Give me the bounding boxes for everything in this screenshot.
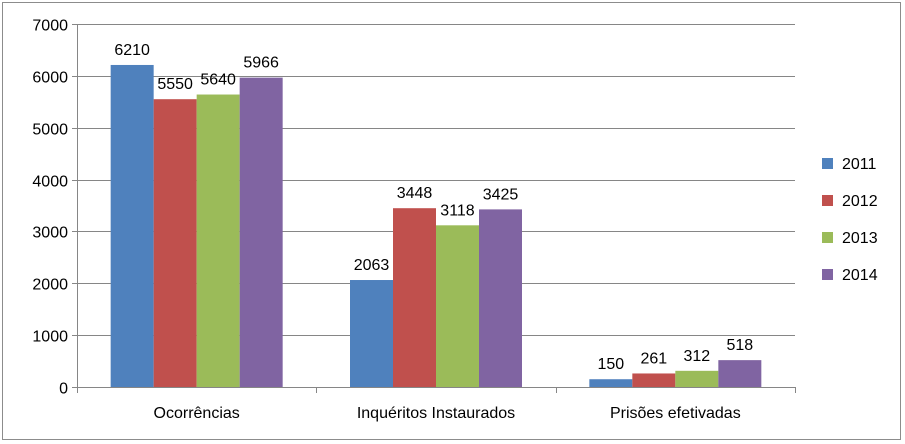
- legend-label: 2012: [842, 193, 878, 210]
- bars: [110, 64, 762, 388]
- data-label: 6210: [114, 42, 150, 59]
- data-labels: 6210 5550 5640 5966 2063 3448 3118 3425 150 261 31…: [114, 42, 753, 373]
- x-tick-label: Inquéritos Instaurados: [357, 405, 515, 422]
- y-tick-label: 7000: [32, 18, 68, 35]
- y-tick-label: 2000: [32, 277, 68, 294]
- legend-swatch: [822, 232, 833, 243]
- bar: [239, 77, 283, 387]
- bar: [675, 370, 719, 387]
- legend-label: 2011: [842, 156, 877, 173]
- y-tick-label: 5000: [32, 122, 68, 139]
- legend-label: 2013: [842, 230, 878, 247]
- bar: [153, 99, 197, 387]
- data-label: 3448: [397, 185, 433, 202]
- data-label: 3425: [483, 186, 519, 203]
- legend-swatch: [822, 269, 833, 280]
- data-label: 5640: [200, 72, 236, 89]
- legend-label: 2014: [842, 267, 878, 284]
- bar: [436, 225, 479, 387]
- bar: [479, 209, 522, 387]
- y-tick-label: 3000: [32, 225, 68, 242]
- data-label: 2063: [354, 257, 390, 274]
- y-tick-label: 4000: [32, 174, 68, 191]
- bar: [196, 94, 240, 388]
- bar: [632, 373, 676, 387]
- data-label: 5550: [157, 76, 193, 93]
- axes: 0 1000 2000 3000 4000 5000 6000 7000 Ocorrências…: [32, 18, 796, 422]
- data-label: 3118: [440, 202, 475, 219]
- x-tick-label: Prisões efetivadas: [610, 405, 741, 422]
- legend: 2011 2012 2013 2014: [822, 156, 878, 284]
- bar: [393, 208, 436, 387]
- bar: [350, 280, 393, 387]
- bar: [718, 360, 762, 387]
- bar: [589, 379, 633, 387]
- x-tick-label: Ocorrências: [154, 405, 240, 422]
- y-tick-label: 0: [59, 381, 68, 398]
- bar: [110, 64, 154, 388]
- legend-swatch: [822, 195, 833, 206]
- data-label: 5966: [243, 55, 279, 72]
- data-label: 312: [683, 348, 710, 365]
- data-label: 261: [640, 350, 667, 367]
- data-label: 518: [726, 337, 753, 354]
- y-tick-label: 1000: [32, 329, 68, 346]
- data-label: 150: [597, 356, 624, 373]
- legend-swatch: [822, 158, 833, 169]
- y-tick-label: 6000: [32, 70, 68, 87]
